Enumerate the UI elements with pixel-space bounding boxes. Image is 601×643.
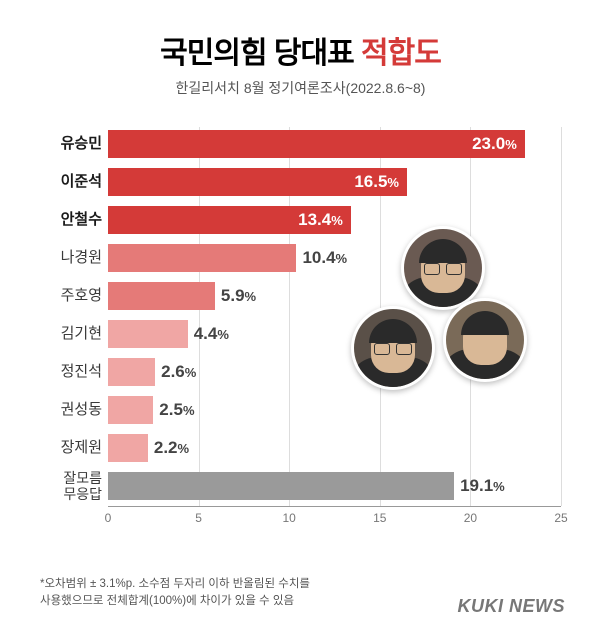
bar: 16.5%: [108, 168, 407, 196]
bar-label: 권성동: [40, 401, 102, 418]
axis-tick: 20: [464, 511, 477, 525]
bar-label: 유승민: [40, 135, 102, 152]
bar-label: 장제원: [40, 439, 102, 456]
bar-value: 13.4%: [298, 210, 343, 230]
bar-row: 잘모름무응답19.1%: [108, 468, 561, 504]
bar-label: 김기현: [40, 325, 102, 342]
bar-value: 16.5%: [354, 172, 399, 192]
bar-label: 안철수: [40, 211, 102, 228]
bar: [108, 282, 215, 310]
bar-label: 잘모름무응답: [40, 470, 102, 502]
photo-yoo: [401, 226, 485, 310]
source-logo: KUKI NEWS: [458, 596, 566, 617]
bar-label: 주호영: [40, 287, 102, 304]
axis-tick: 0: [105, 511, 112, 525]
bar-value: 2.6%: [161, 362, 196, 382]
photo-lee: [443, 298, 527, 382]
photo-ahn: [351, 306, 435, 390]
title-main: 국민의힘 당대표: [160, 37, 354, 70]
bar-value: 4.4%: [194, 324, 229, 344]
bar-label: 이준석: [40, 173, 102, 190]
bar-value: 19.1%: [460, 476, 505, 496]
bar: [108, 396, 153, 424]
bar-row: 이준석16.5%: [108, 164, 561, 200]
x-axis: 0510152025: [108, 506, 561, 530]
bar-chart: 유승민23.0%이준석16.5%안철수13.4%나경원10.4%주호영5.9%김…: [40, 126, 561, 560]
bar: [108, 320, 188, 348]
bar-value: 2.5%: [159, 400, 194, 420]
bar-value: 10.4%: [302, 248, 347, 268]
bar-row: 유승민23.0%: [108, 126, 561, 162]
bar-value: 2.2%: [154, 438, 189, 458]
bar: 23.0%: [108, 130, 525, 158]
bar-value: 5.9%: [221, 286, 256, 306]
footnote-line: *오차범위 ± 3.1%p. 소수점 두자리 이하 반올림된 수치를: [40, 576, 561, 593]
bar-row: 장제원2.2%: [108, 430, 561, 466]
bar: [108, 358, 155, 386]
bar: 13.4%: [108, 206, 351, 234]
title-accent: 적합도: [361, 37, 441, 70]
bar: [108, 434, 148, 462]
bar-value: 23.0%: [472, 134, 517, 154]
bar: [108, 472, 454, 500]
axis-tick: 15: [373, 511, 386, 525]
bar-label: 나경원: [40, 249, 102, 266]
axis-tick: 5: [195, 511, 202, 525]
bar-label: 정진석: [40, 363, 102, 380]
photo-cluster: [351, 226, 531, 406]
axis-tick: 25: [554, 511, 567, 525]
bar: [108, 244, 296, 272]
subtitle: 한길리서치 8월 정기여론조사(2022.8.6~8): [40, 78, 561, 98]
axis-tick: 10: [283, 511, 296, 525]
chart-title: 국민의힘 당대표 적합도: [40, 28, 561, 72]
